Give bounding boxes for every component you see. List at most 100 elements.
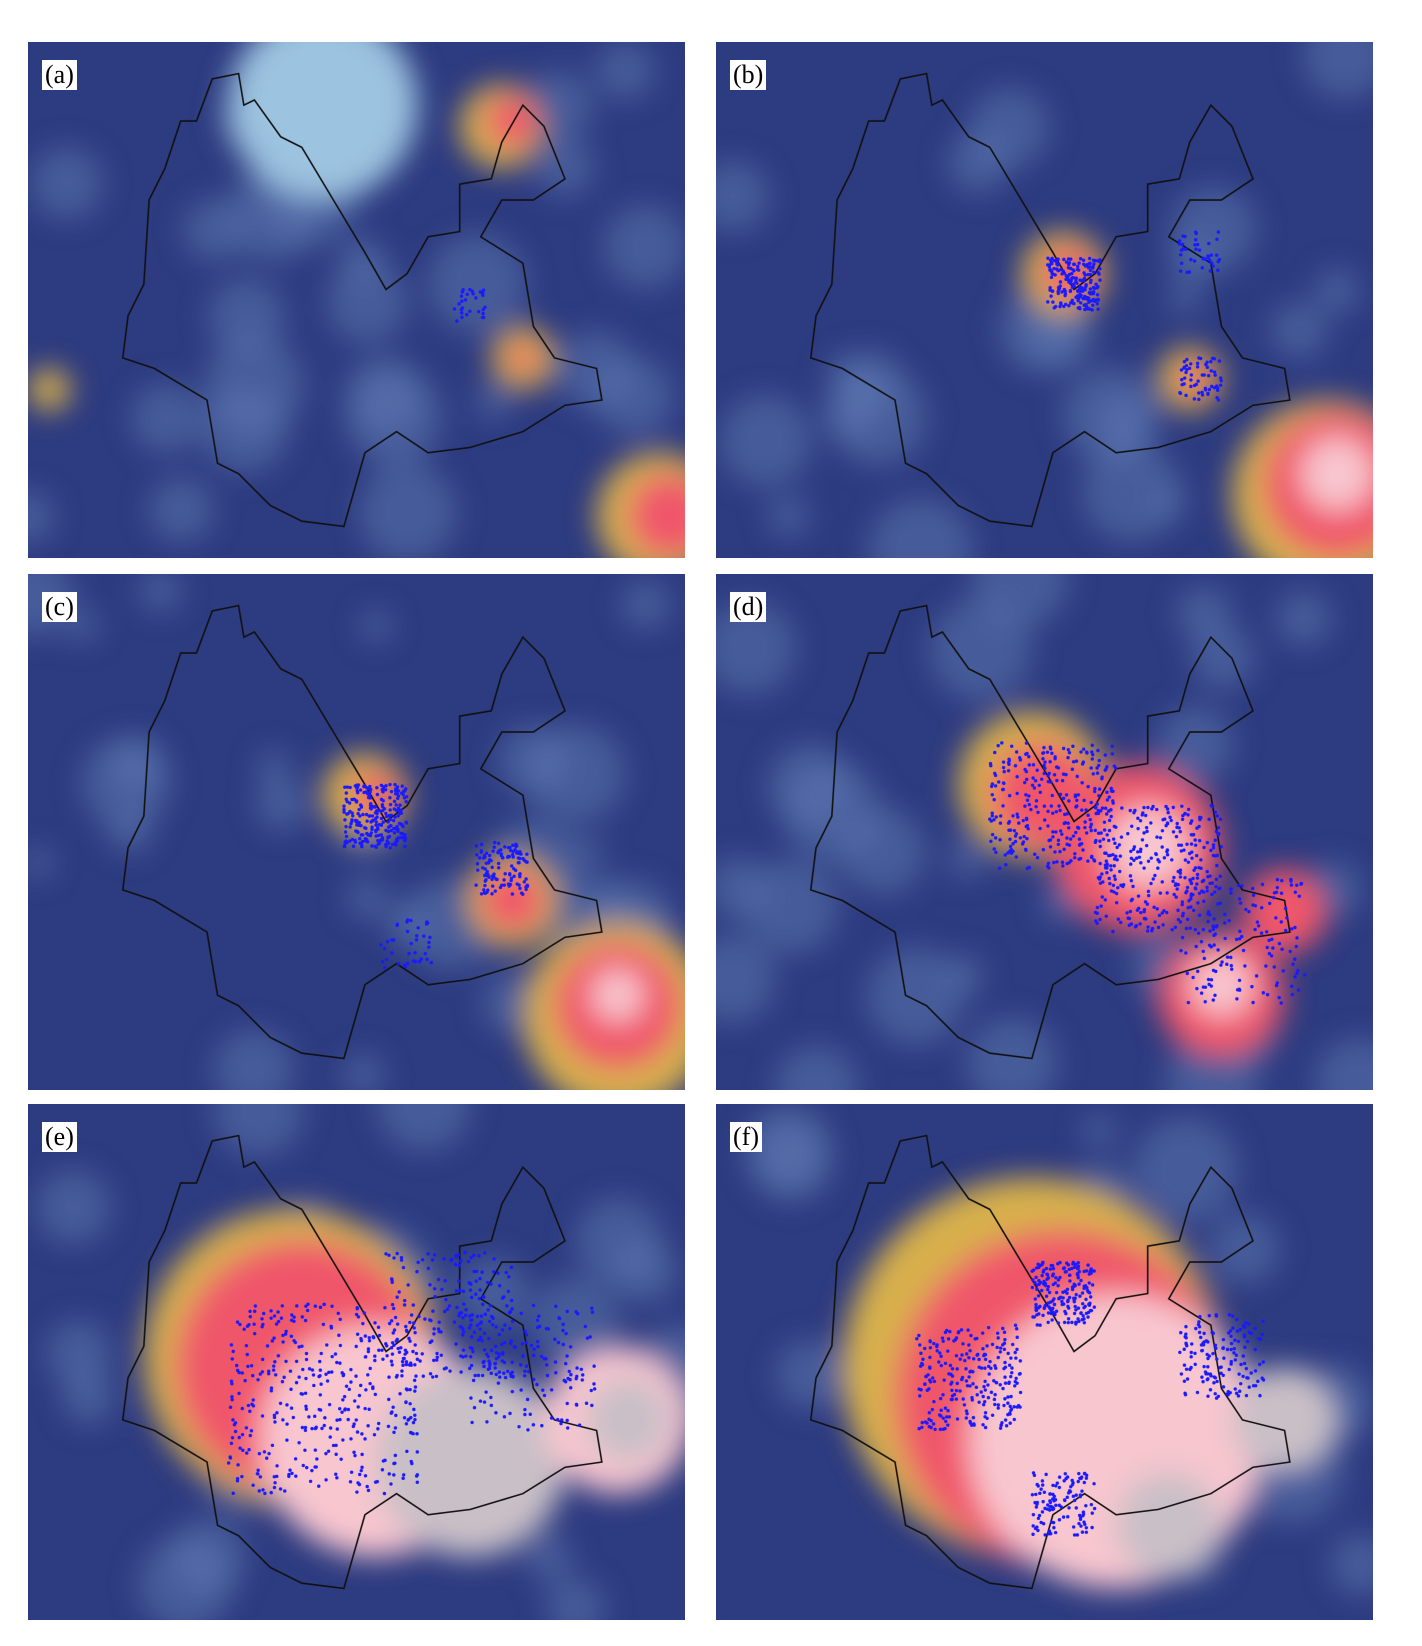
lightning-point	[946, 1423, 950, 1427]
lightning-point	[1051, 1520, 1056, 1525]
lightning-point	[962, 1403, 967, 1407]
lightning-point	[1070, 1320, 1074, 1325]
lightning-point	[347, 801, 352, 805]
lightning-point	[1217, 359, 1222, 363]
lightning-point	[375, 792, 380, 797]
cloud	[716, 160, 769, 232]
lightning-point	[1187, 366, 1192, 370]
lightning-point	[236, 1463, 240, 1467]
cloud	[341, 1053, 385, 1090]
lightning-point	[1079, 1278, 1083, 1283]
lightning-point	[1150, 929, 1154, 933]
lightning-point	[1081, 1314, 1085, 1318]
lightning-point	[380, 788, 384, 792]
lightning-point	[960, 1377, 964, 1382]
lightning-point	[1023, 780, 1027, 785]
lightning-point	[1046, 809, 1050, 814]
cloud	[256, 750, 291, 784]
lightning-point	[356, 783, 361, 787]
lightning-point	[351, 814, 355, 818]
lightning-point	[1052, 266, 1056, 271]
lightning-point	[972, 1422, 976, 1426]
lightning-point	[1082, 1480, 1086, 1485]
lightning-point	[1084, 1526, 1088, 1530]
cloud	[1330, 1533, 1373, 1596]
lightning-point	[271, 1368, 276, 1372]
lightning-point	[1185, 917, 1190, 921]
lightning-point	[990, 782, 995, 786]
lightning-point	[1062, 271, 1067, 275]
lightning-point	[1212, 357, 1217, 361]
lightning-point	[492, 1270, 496, 1274]
lightning-point	[400, 831, 405, 836]
lightning-point	[396, 814, 400, 818]
lightning-point	[353, 1399, 357, 1403]
lightning-point	[463, 298, 468, 302]
lightning-point	[1246, 1376, 1250, 1380]
lightning-point	[1194, 247, 1198, 251]
lightning-point	[314, 1425, 318, 1429]
lightning-point	[523, 1369, 527, 1373]
lightning-point	[472, 1405, 477, 1410]
lightning-point	[303, 1318, 308, 1323]
lightning-point	[448, 1369, 452, 1373]
lightning-point	[562, 1378, 566, 1383]
lightning-point	[1066, 274, 1070, 278]
lightning-point	[500, 1359, 504, 1363]
lightning-point	[503, 1375, 508, 1380]
lightning-point	[1275, 877, 1280, 882]
lightning-point	[505, 855, 510, 859]
lightning-point	[1186, 906, 1190, 910]
lightning-point	[399, 1255, 404, 1260]
lightning-point	[1014, 855, 1018, 859]
lightning-point	[1201, 1379, 1205, 1384]
lightning-point	[1119, 835, 1124, 839]
cloud	[475, 384, 511, 420]
lightning-point	[998, 838, 1002, 842]
lightning-point	[324, 1478, 328, 1482]
lightning-point	[392, 1343, 396, 1347]
lightning-point	[395, 922, 400, 926]
lightning-point	[1027, 794, 1031, 798]
lightning-point	[413, 1363, 417, 1367]
lightning-point	[1146, 893, 1151, 898]
lightning-point	[273, 1420, 277, 1424]
lightning-point	[568, 1377, 572, 1382]
lightning-point	[1185, 1344, 1189, 1348]
lightning-point	[1203, 257, 1208, 261]
lightning-point	[280, 1379, 285, 1384]
lightning-point	[371, 1335, 376, 1340]
lightning-point	[1205, 889, 1209, 893]
lightning-point	[1186, 813, 1190, 817]
lightning-point	[1184, 926, 1189, 931]
lightning-point	[1256, 924, 1261, 928]
lightning-point	[408, 1387, 412, 1392]
lightning-point	[1293, 975, 1297, 979]
lightning-point	[1063, 1498, 1067, 1503]
lightning-point	[401, 835, 405, 839]
lightning-point	[1250, 984, 1254, 989]
lightning-point	[1086, 1315, 1090, 1319]
lightning-point	[510, 892, 515, 896]
lightning-point	[1173, 883, 1178, 887]
lightning-point	[972, 1357, 976, 1361]
lightning-point	[1047, 1529, 1052, 1533]
lightning-point	[260, 1325, 264, 1329]
lightning-point	[1179, 253, 1183, 257]
lightning-point	[1183, 858, 1188, 862]
lightning-point	[1237, 897, 1242, 901]
lightning-point	[459, 1325, 463, 1329]
lightning-point	[489, 1314, 494, 1319]
lightning-point	[1209, 359, 1213, 364]
lightning-point	[1199, 1335, 1203, 1340]
lightning-point	[411, 1349, 415, 1354]
lightning-point	[1192, 383, 1197, 388]
lightning-point	[1136, 826, 1140, 831]
lightning-point	[493, 1366, 497, 1370]
lightning-point	[391, 938, 396, 942]
lightning-point	[400, 1374, 404, 1378]
lightning-point	[512, 867, 516, 871]
lightning-point	[415, 1432, 419, 1436]
lightning-point	[240, 1371, 244, 1375]
cloud	[1081, 442, 1182, 542]
